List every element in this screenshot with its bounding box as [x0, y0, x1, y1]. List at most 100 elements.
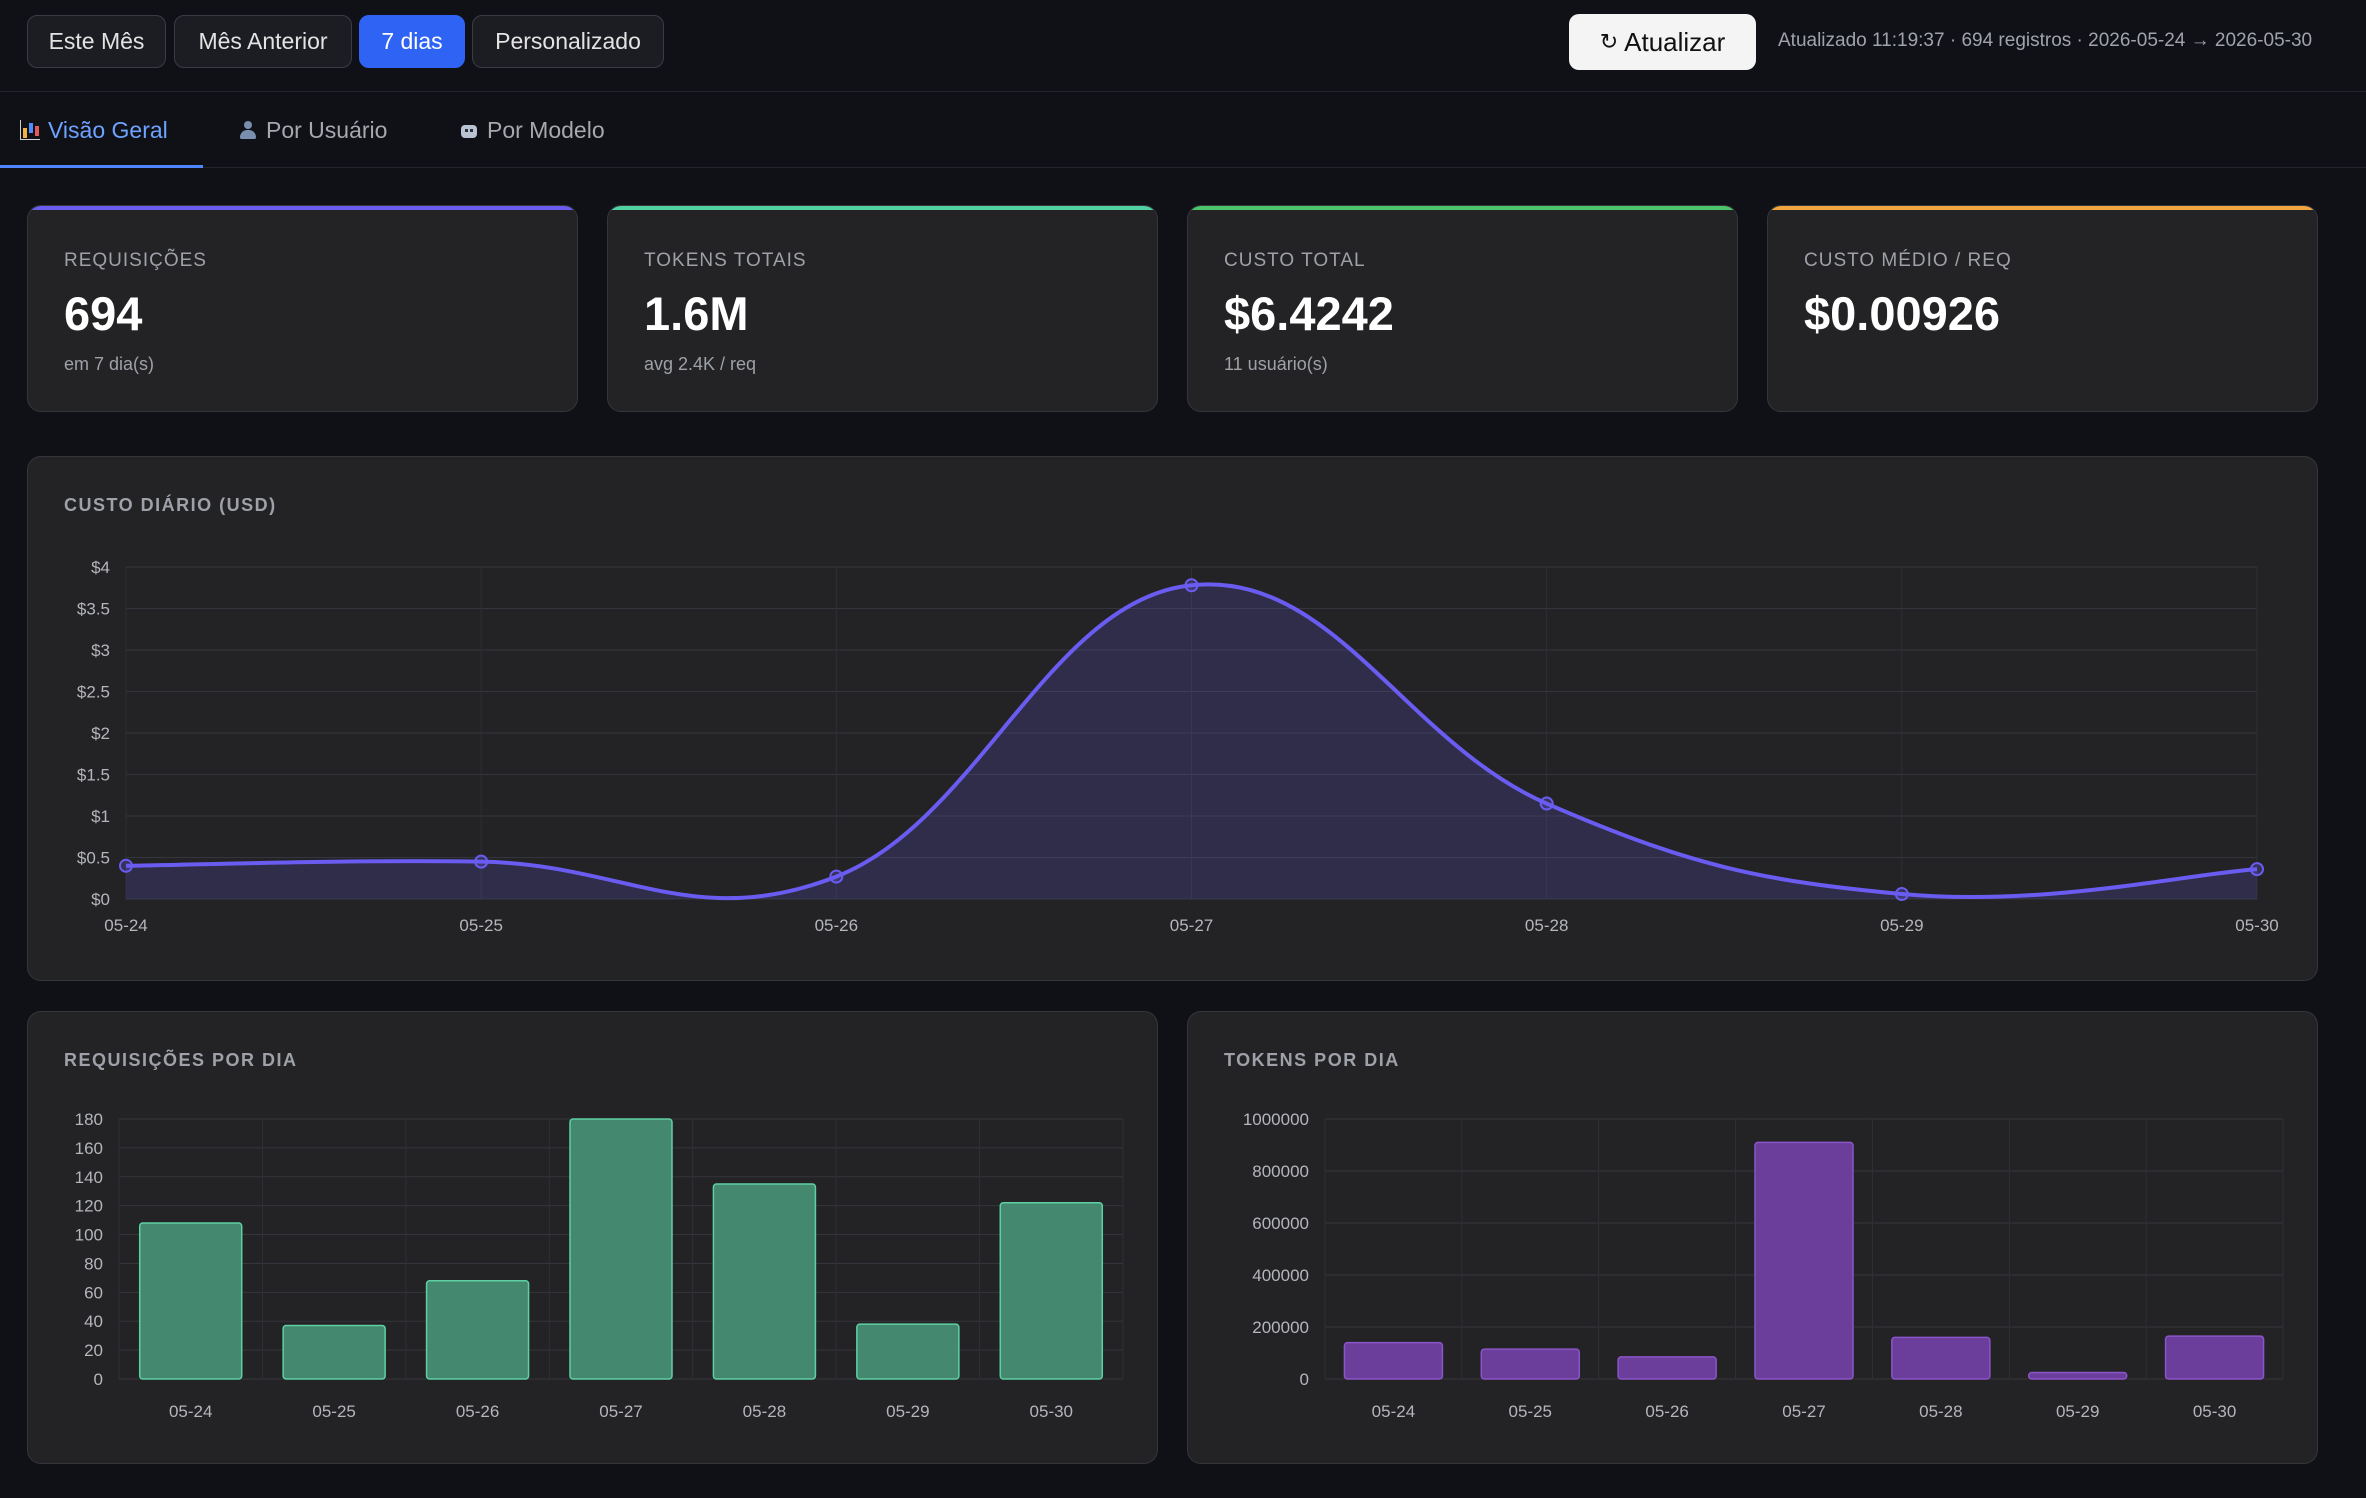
kpi-accent-bar: [28, 206, 577, 210]
kpi-value: $0.00926: [1804, 287, 2001, 340]
tab-por-modelo[interactable]: Por Modelo: [459, 92, 605, 168]
range-button-7-dias[interactable]: 7 dias: [359, 15, 465, 68]
cost-data-point: [1539, 796, 1554, 811]
daily-cost-chart: $0 $0.5 $1 $1.5 $2 $2.5 $3 $3.5 $4 05-24 05-25 05-2…: [77, 558, 2279, 935]
y-tick-label: 120: [75, 1197, 103, 1216]
tab-por-usuario[interactable]: Por Usuário: [238, 92, 387, 168]
x-tick-label: 05-28: [1919, 1402, 1962, 1421]
y-tick-label: $2.5: [77, 683, 110, 702]
x-tick-label: 05-26: [456, 1402, 499, 1421]
y-tick-label: 600000: [1252, 1214, 1309, 1233]
y-tick-label: $0.5: [77, 849, 110, 868]
cost-area-fill: [126, 584, 2257, 899]
kpi-card-requisicoes: REQUISIÇÕES 694 em 7 dia(s): [27, 205, 578, 412]
bar: [1754, 1141, 1854, 1380]
x-tick-label: 05-26: [815, 916, 858, 935]
x-tick-label: 05-29: [1880, 916, 1923, 935]
bar: [999, 1202, 1104, 1380]
cost-series-line: [125, 582, 2258, 901]
y-tick-label: $4: [91, 558, 110, 577]
x-tick-label: 05-30: [2193, 1402, 2236, 1421]
x-tick-label: 05-26: [1645, 1402, 1688, 1421]
y-tick-label: 200000: [1252, 1318, 1309, 1337]
chart-panel-requisicoes-por-dia: REQUISIÇÕES POR DIA 0 20 40 60 80 100 120 140 16…: [27, 1011, 1158, 1464]
bar: [2027, 1371, 2128, 1380]
bar-chart-icon: [20, 120, 40, 140]
x-tick-label: 05-29: [886, 1402, 929, 1421]
y-tick-label: 1000000: [1243, 1110, 1309, 1129]
robot-icon: [459, 120, 479, 140]
y-tick-label: 20: [84, 1341, 103, 1360]
refresh-button-label: Atualizar: [1624, 26, 1726, 57]
bar: [282, 1324, 386, 1380]
x-tick-label: 05-27: [1170, 916, 1213, 935]
range-button-personalizado[interactable]: Personalizado: [472, 15, 664, 68]
chart-title: TOKENS POR DIA: [1224, 1050, 1400, 1070]
bar: [2164, 1335, 2265, 1380]
y-tick-label: $1: [91, 807, 110, 826]
cost-data-point: [119, 858, 133, 873]
y-tick-label: $3: [91, 641, 110, 660]
y-tick-label: $0: [91, 890, 110, 909]
x-tick-label: 05-27: [1782, 1402, 1825, 1421]
kpi-accent-bar: [608, 206, 1157, 210]
chart-panel-custo-diario: CUSTO DIÁRIO (USD) $0 $0.5 $1 $1.5 $2 $2.5 $3 $…: [27, 456, 2318, 981]
kpi-label: TOKENS TOTAIS: [644, 250, 807, 271]
range-button-este-mes[interactable]: Este Mês: [27, 15, 166, 68]
kpi-accent-bar: [1768, 206, 2317, 210]
y-tick-label: 800000: [1252, 1162, 1309, 1181]
requests-per-day-chart: 0 20 40 60 80 100 120 140 160 180 05-24 05-25 05-26 0…: [75, 1110, 1124, 1421]
range-button-mes-anterior[interactable]: Mês Anterior: [174, 15, 352, 68]
bar: [138, 1222, 243, 1380]
x-tick-label: 05-30: [1030, 1402, 1073, 1421]
x-tick-label: 05-28: [743, 1402, 786, 1421]
refresh-button[interactable]: ↻ Atualizar: [1569, 14, 1756, 70]
bar: [856, 1323, 960, 1380]
y-tick-label: 0: [1300, 1370, 1309, 1389]
kpi-card-custo-total: CUSTO TOTAL $6.4242 11 usuário(s): [1187, 205, 1738, 412]
top-toolbar: Este Mês Mês Anterior 7 dias Personaliza…: [0, 0, 2366, 92]
active-tab-indicator: [0, 165, 203, 168]
bar: [712, 1183, 817, 1380]
y-tick-label: $1.5: [77, 766, 110, 785]
kpi-value: $6.4242: [1224, 287, 1394, 340]
y-tick-label: 0: [94, 1370, 103, 1389]
y-tick-label: 80: [84, 1254, 103, 1273]
kpi-subtext: avg 2.4K / req: [644, 354, 757, 374]
cost-data-point: [1184, 578, 1199, 593]
bar: [425, 1280, 530, 1380]
y-tick-label: 100: [75, 1226, 103, 1245]
y-tick-label: $2: [91, 724, 110, 743]
tab-label: Por Modelo: [487, 116, 605, 143]
cost-data-point: [474, 854, 489, 869]
refresh-icon: ↻: [1599, 29, 1619, 54]
bar: [1617, 1356, 1717, 1380]
x-tick-label: 05-27: [599, 1402, 642, 1421]
x-tick-label: 05-29: [2056, 1402, 2099, 1421]
x-tick-label: 05-24: [104, 916, 147, 935]
kpi-label: REQUISIÇÕES: [64, 250, 207, 271]
kpi-label: CUSTO MÉDIO / REQ: [1804, 250, 2012, 271]
user-icon: [238, 120, 258, 140]
y-tick-label: 180: [75, 1110, 103, 1129]
status-text: Atualizado 11:19:37 · 694 registros · 20…: [1778, 30, 2313, 51]
chart-title: REQUISIÇÕES POR DIA: [64, 1050, 298, 1070]
cost-data-point: [829, 869, 844, 884]
tab-visao-geral[interactable]: Visão Geral: [20, 92, 168, 168]
cost-data-point: [1894, 887, 1909, 902]
tokens-per-day-chart: 0 200000 400000 600000 800000 1000000 05-24 05-…: [1243, 1110, 2284, 1421]
x-tick-label: 05-28: [1525, 916, 1568, 935]
bar: [569, 1118, 673, 1380]
y-tick-label: 40: [84, 1312, 103, 1331]
kpi-value: 694: [64, 287, 143, 340]
chart-title: CUSTO DIÁRIO (USD): [64, 495, 277, 515]
kpi-card-tokens-totais: TOKENS TOTAIS 1.6M avg 2.4K / req: [607, 205, 1158, 412]
y-tick-label: 400000: [1252, 1266, 1309, 1285]
kpi-accent-bar: [1188, 206, 1737, 210]
y-tick-label: 160: [75, 1139, 103, 1158]
cost-data-point: [2250, 862, 2264, 877]
y-tick-label: $3.5: [77, 600, 110, 619]
bar: [1891, 1336, 1991, 1380]
x-tick-label: 05-25: [459, 916, 502, 935]
chart-panel-tokens-por-dia: TOKENS POR DIA 0 200000 400000 600000 800000…: [1187, 1011, 2318, 1464]
